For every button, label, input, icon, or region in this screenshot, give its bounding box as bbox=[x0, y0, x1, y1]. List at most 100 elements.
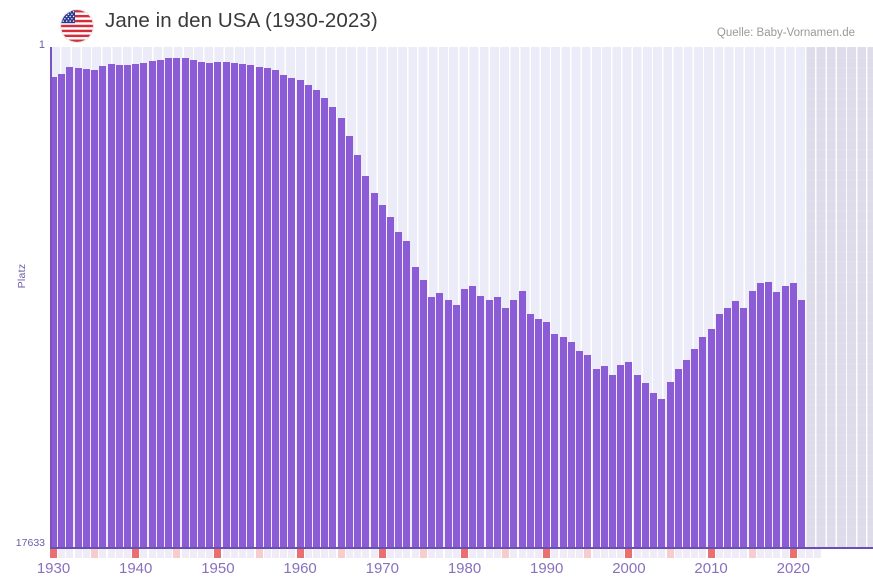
bar-1956[interactable] bbox=[263, 68, 271, 548]
bar-1978[interactable] bbox=[444, 300, 452, 548]
bar-1963[interactable] bbox=[321, 98, 329, 548]
x-tick-1956 bbox=[263, 549, 271, 558]
bar-1950[interactable] bbox=[214, 62, 222, 548]
bar-1937[interactable] bbox=[107, 64, 115, 548]
bar-1974[interactable] bbox=[411, 267, 419, 548]
bar-1973[interactable] bbox=[403, 241, 411, 548]
bar-1980[interactable] bbox=[461, 289, 468, 548]
bar-2005[interactable] bbox=[666, 382, 674, 548]
x-tick-1989 bbox=[534, 549, 542, 558]
bar-2003[interactable] bbox=[650, 393, 658, 548]
bar-1942[interactable] bbox=[148, 61, 156, 548]
bar-1976[interactable] bbox=[428, 297, 436, 548]
bar-1934[interactable] bbox=[82, 69, 90, 548]
bar-1940[interactable] bbox=[132, 64, 140, 548]
bar-1987[interactable] bbox=[518, 291, 526, 548]
bar-2018[interactable] bbox=[773, 292, 781, 548]
bar-2006[interactable] bbox=[674, 369, 682, 548]
bar-2019[interactable] bbox=[781, 286, 789, 548]
bar-1991[interactable] bbox=[551, 334, 559, 548]
bar-1938[interactable] bbox=[115, 65, 123, 548]
x-tick-1949 bbox=[206, 549, 214, 558]
bar-2016[interactable] bbox=[756, 283, 764, 548]
bar-1947[interactable] bbox=[189, 60, 197, 548]
bar-1962[interactable] bbox=[313, 90, 321, 548]
bar-2012[interactable] bbox=[724, 308, 732, 548]
bar-1943[interactable] bbox=[156, 60, 164, 548]
bar-1985[interactable] bbox=[502, 308, 510, 548]
bar-1993[interactable] bbox=[567, 342, 575, 548]
bar-1931[interactable] bbox=[58, 74, 66, 548]
bar-1945[interactable] bbox=[173, 58, 181, 548]
bar-1999[interactable] bbox=[617, 365, 625, 548]
bar-1996[interactable] bbox=[592, 369, 600, 548]
bar-1979[interactable] bbox=[452, 305, 460, 548]
bar-1955[interactable] bbox=[255, 67, 263, 548]
bar-1946[interactable] bbox=[181, 58, 189, 548]
bar-2015[interactable] bbox=[748, 291, 756, 548]
bar-2017[interactable] bbox=[765, 282, 773, 548]
bar-1935[interactable] bbox=[91, 70, 99, 548]
x-tick-1954 bbox=[247, 549, 255, 558]
bar-1960[interactable] bbox=[296, 80, 304, 548]
x-tick-1980 bbox=[461, 549, 468, 558]
bar-1990[interactable] bbox=[543, 322, 551, 548]
bar-1930[interactable] bbox=[50, 77, 57, 548]
bar-2002[interactable] bbox=[641, 383, 649, 548]
bar-1975[interactable] bbox=[419, 280, 427, 548]
bar-1957[interactable] bbox=[271, 70, 279, 548]
bar-1997[interactable] bbox=[600, 366, 608, 548]
bar-2008[interactable] bbox=[691, 349, 699, 548]
bar-1944[interactable] bbox=[165, 58, 173, 548]
bar-2009[interactable] bbox=[699, 337, 707, 548]
bar-1952[interactable] bbox=[230, 63, 238, 548]
bar-1970[interactable] bbox=[378, 205, 386, 548]
bar-1984[interactable] bbox=[493, 297, 501, 548]
bar-1971[interactable] bbox=[387, 217, 395, 548]
bar-2010[interactable] bbox=[707, 329, 715, 548]
bar-1932[interactable] bbox=[66, 67, 74, 548]
bar-2021[interactable] bbox=[798, 300, 806, 548]
bar-1951[interactable] bbox=[222, 62, 230, 548]
bar-1949[interactable] bbox=[206, 63, 214, 548]
x-tick-2014 bbox=[740, 549, 748, 558]
bar-2011[interactable] bbox=[715, 314, 723, 548]
bar-1966[interactable] bbox=[345, 136, 353, 548]
bar-1998[interactable] bbox=[608, 375, 616, 548]
bar-1967[interactable] bbox=[354, 155, 362, 548]
bar-1964[interactable] bbox=[329, 107, 337, 548]
bar-1986[interactable] bbox=[510, 300, 518, 548]
bar-1968[interactable] bbox=[362, 176, 370, 548]
bar-1965[interactable] bbox=[337, 118, 345, 548]
bar-1948[interactable] bbox=[197, 62, 205, 548]
bar-1941[interactable] bbox=[140, 63, 148, 548]
bar-1989[interactable] bbox=[534, 319, 542, 548]
bar-2014[interactable] bbox=[740, 308, 748, 548]
bar-2007[interactable] bbox=[682, 360, 690, 548]
bar-2020[interactable] bbox=[789, 283, 797, 548]
bar-1992[interactable] bbox=[559, 337, 567, 548]
x-tick-1962 bbox=[313, 549, 321, 558]
bar-2004[interactable] bbox=[658, 399, 666, 548]
bar-1959[interactable] bbox=[288, 78, 296, 548]
x-axis-label-1950: 1950 bbox=[201, 560, 235, 577]
bar-2000[interactable] bbox=[625, 362, 633, 548]
bar-1981[interactable] bbox=[469, 286, 477, 548]
bar-1969[interactable] bbox=[370, 193, 378, 548]
bar-1939[interactable] bbox=[123, 65, 131, 548]
bar-2013[interactable] bbox=[732, 301, 740, 548]
bar-1958[interactable] bbox=[280, 75, 288, 548]
bar-1933[interactable] bbox=[74, 68, 82, 548]
bar-2001[interactable] bbox=[633, 375, 641, 548]
bar-1982[interactable] bbox=[477, 296, 485, 548]
bar-1994[interactable] bbox=[576, 351, 584, 548]
bar-1988[interactable] bbox=[526, 314, 534, 548]
bar-1983[interactable] bbox=[485, 300, 493, 548]
bar-1995[interactable] bbox=[584, 355, 592, 548]
bar-1953[interactable] bbox=[239, 64, 247, 548]
bar-1961[interactable] bbox=[304, 85, 312, 548]
bar-1977[interactable] bbox=[436, 293, 444, 548]
bar-1972[interactable] bbox=[395, 232, 403, 548]
bar-1954[interactable] bbox=[247, 65, 255, 548]
bar-1936[interactable] bbox=[99, 66, 107, 548]
